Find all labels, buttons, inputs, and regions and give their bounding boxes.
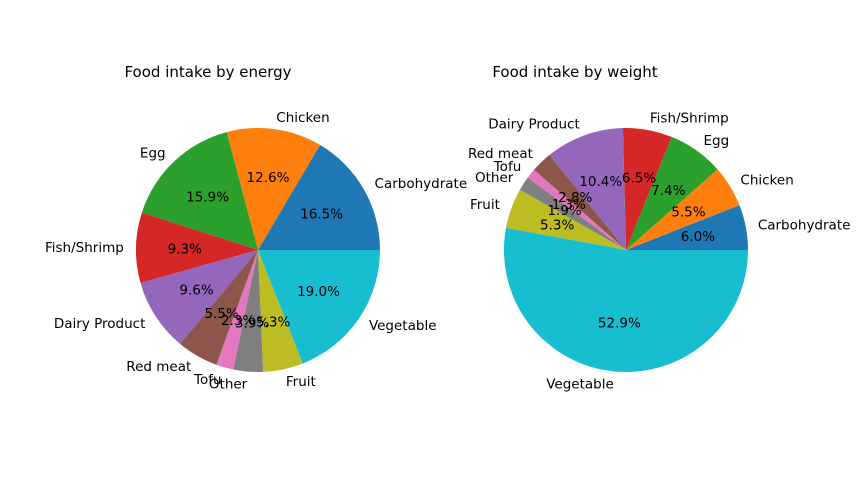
pie-1-slice-vegetable (504, 227, 748, 372)
pie-1-label-chicken: Chicken (740, 173, 793, 189)
pie-0-slice-egg (141, 132, 258, 250)
pie-0-label-chicken: Chicken (276, 110, 329, 126)
pie-0-slice-chicken (226, 127, 320, 250)
pie-1-label-dairy-product: Dairy Product (488, 117, 580, 133)
pie-1-label-egg: Egg (704, 133, 730, 149)
pie-0-percent-vegetable: 19.0% (297, 284, 340, 300)
pie-0-percent-tofu: 2.3% (221, 313, 255, 329)
pie-1-slice-chicken (626, 169, 740, 250)
pie-1-label-other: Other (475, 170, 514, 186)
pie-0-label-fish-shrimp: Fish/Shrimp (45, 240, 124, 256)
pie-1-slice-carbohydrate (626, 205, 748, 250)
pie-1-label-fruit: Fruit (470, 197, 500, 213)
pie-0-slice-fish-shrimp (135, 212, 258, 283)
chart-title-weight: Food intake by weight (492, 63, 658, 81)
pie-1-percent-red-meat: 2.8% (558, 190, 592, 206)
pie-1-label-red-meat: Red meat (468, 146, 533, 162)
pie-0-label-carbohydrate: Carbohydrate (375, 176, 468, 192)
pie-0-slice-other (233, 250, 264, 373)
pie-0-percent-fruit: 5.3% (256, 314, 290, 330)
pie-0-slice-vegetable (258, 250, 380, 364)
pie-0-slice-dairy-product (140, 250, 258, 344)
pie-1-slice-fruit (506, 189, 626, 250)
pie-0-slice-tofu (216, 250, 258, 370)
pie-0-label-dairy-product: Dairy Product (54, 316, 146, 332)
pie-0-slice-carbohydrate (258, 144, 380, 250)
pie-1-slice-fish-shrimp (622, 128, 672, 250)
pie-0-label-vegetable: Vegetable (369, 318, 437, 334)
pie-1-percent-carbohydrate: 6.0% (681, 229, 715, 245)
pie-0-slice-fruit (258, 250, 303, 372)
pie-1-percent-other: 1.9% (547, 203, 581, 219)
pie-0-label-other: Other (209, 376, 248, 392)
pie-1-slice-dairy-product (549, 128, 626, 250)
pie-0-label-red-meat: Red meat (126, 359, 191, 375)
pie-1-slice-red-meat (533, 155, 626, 250)
pie-1-slice-tofu (527, 169, 626, 250)
pie-1-percent-dairy-product: 10.4% (579, 174, 622, 190)
pie-0-label-tofu: Tofu (193, 372, 222, 388)
pie-1-label-carbohydrate: Carbohydrate (758, 218, 851, 234)
pie-0-percent-fish-shrimp: 9.3% (168, 241, 202, 257)
pie-1-label-fish-shrimp: Fish/Shrimp (650, 111, 729, 127)
pie-1-percent-fish-shrimp: 6.5% (622, 171, 656, 187)
pie-1-percent-egg: 7.4% (651, 183, 685, 199)
pie-1-percent-vegetable: 52.9% (598, 316, 641, 332)
pie-0-percent-dairy-product: 9.6% (179, 283, 213, 299)
pie-0-percent-carbohydrate: 16.5% (300, 206, 343, 222)
pie-0-percent-egg: 15.9% (186, 190, 229, 206)
pie-0-percent-chicken: 12.6% (247, 170, 290, 186)
pie-0-label-egg: Egg (140, 145, 166, 161)
chart-title-energy: Food intake by energy (124, 63, 292, 81)
pie-1-slice-other (519, 177, 626, 250)
pie-1-percent-tofu: 1.3% (552, 197, 586, 213)
pie-0-slice-red-meat (180, 250, 258, 365)
pie-1-percent-chicken: 5.5% (671, 204, 705, 220)
pie-0-percent-other: 3.9% (235, 316, 269, 332)
pie-1-label-tofu: Tofu (493, 159, 522, 175)
pie-0-percent-red-meat: 5.5% (204, 306, 238, 322)
pie-1-percent-fruit: 5.3% (540, 218, 574, 234)
pie-0-label-fruit: Fruit (286, 374, 316, 390)
pie-1-label-vegetable: Vegetable (546, 376, 614, 392)
pie-1-slice-egg (626, 136, 718, 250)
